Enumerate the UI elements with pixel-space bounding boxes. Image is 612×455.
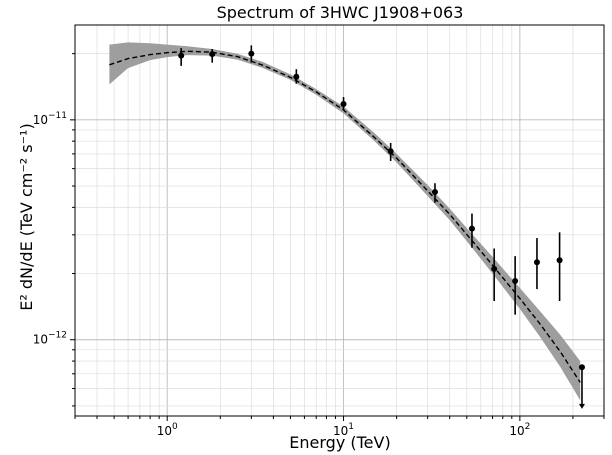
data-point: [340, 101, 347, 108]
axes-frame: [74, 24, 605, 417]
data-point: [387, 148, 394, 155]
model-uncertainty-band: [109, 42, 581, 401]
data-point: [178, 52, 185, 59]
y-tick-label: 10−11: [33, 111, 67, 127]
data-point: [533, 259, 540, 266]
plot-area: 100 101 102 10−12 10−11: [33, 24, 605, 438]
y-tick-label: 10−12: [33, 331, 67, 347]
data-point: [431, 188, 438, 195]
x-tick-label: 101: [333, 422, 354, 438]
data-point: [556, 257, 563, 264]
x-tick-label: 100: [157, 422, 178, 438]
data-point: [209, 51, 216, 58]
data-point: [248, 50, 255, 57]
data-point: [468, 225, 475, 232]
y-axis-label: E² dN/dE (TeV cm⁻² s⁻¹): [17, 123, 36, 310]
data-point: [491, 265, 498, 272]
x-axis-label: Energy (TeV): [289, 433, 390, 452]
data-point: [293, 73, 300, 80]
plot-background: [75, 25, 604, 416]
upper-limit-point: [578, 364, 585, 371]
data-point: [512, 277, 519, 284]
model-fit-line: [109, 50, 581, 383]
x-tick-label: 102: [509, 422, 530, 438]
chart-title: Spectrum of 3HWC J1908+063: [217, 3, 464, 22]
upper-limit-arrowhead: [578, 403, 585, 409]
